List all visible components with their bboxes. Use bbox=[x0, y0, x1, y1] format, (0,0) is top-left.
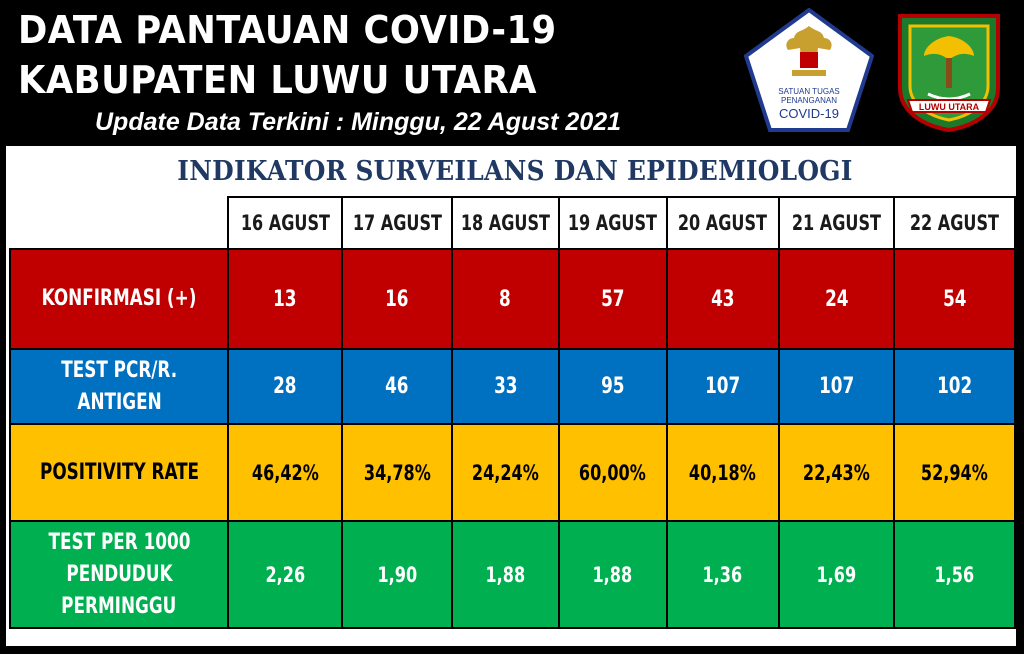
table-cell: 43 bbox=[665, 248, 780, 350]
panel-subtitle: INDIKATOR SURVEILANS DAN EPIDEMIOLOGI bbox=[177, 156, 853, 187]
satgas-line-3: COVID-19 bbox=[779, 106, 839, 121]
row-test-per-1000: TEST PER 1000 PENDUDUK PERMINGGU 2,26 1,… bbox=[8, 520, 1016, 629]
table-cell: 1,36 bbox=[665, 520, 780, 629]
table-cell: 16 bbox=[341, 248, 453, 350]
table-cell: 1,88 bbox=[450, 520, 560, 629]
satgas-line-2: PENANGANAN bbox=[781, 96, 837, 105]
row-test-pcr: TEST PCR/R. ANTIGEN 28 46 33 95 107 107 … bbox=[8, 348, 1016, 425]
row-label: KONFIRMASI (+) bbox=[8, 248, 230, 350]
column-header: 22 AGUST bbox=[893, 196, 1016, 250]
table-cell: 57 bbox=[557, 248, 668, 350]
header-row: 16 AGUST 17 AGUST 18 AGUST 19 AGUST 20 A… bbox=[10, 196, 1016, 250]
table-cell: 107 bbox=[665, 348, 780, 425]
table-cell: 22,43% bbox=[777, 423, 896, 522]
table-cell: 2,26 bbox=[227, 520, 344, 629]
row-konfirmasi: KONFIRMASI (+) 13 16 8 57 43 24 54 bbox=[8, 248, 1016, 350]
table-cell: 46,42% bbox=[227, 423, 344, 522]
column-header: 18 AGUST bbox=[450, 196, 560, 250]
column-header: 21 AGUST bbox=[777, 196, 896, 250]
row-label: TEST PCR/R. ANTIGEN bbox=[8, 348, 230, 425]
table-cell: 13 bbox=[227, 248, 344, 350]
emblem-text: LUWU UTARA bbox=[919, 102, 980, 112]
table-cell: 46 bbox=[341, 348, 453, 425]
satgas-line-1: SATUAN TUGAS bbox=[778, 87, 840, 96]
table-cell: 107 bbox=[777, 348, 896, 425]
table-cell: 1,90 bbox=[341, 520, 453, 629]
table-cell: 1,69 bbox=[777, 520, 896, 629]
surveillance-table: 16 AGUST 17 AGUST 18 AGUST 19 AGUST 20 A… bbox=[8, 196, 1016, 629]
table-cell: 60,00% bbox=[557, 423, 668, 522]
title-line-1: DATA PANTAUAN COVID-19 bbox=[18, 8, 557, 52]
header-corner bbox=[10, 197, 230, 250]
table-cell: 102 bbox=[893, 348, 1016, 425]
table-cell: 1,56 bbox=[893, 520, 1016, 629]
table-cell: 28 bbox=[227, 348, 344, 425]
column-header: 16 AGUST bbox=[227, 196, 344, 250]
table-cell: 33 bbox=[450, 348, 560, 425]
table-cell: 52,94% bbox=[893, 423, 1016, 522]
luwu-utara-emblem: LUWU UTARA bbox=[898, 14, 1000, 132]
update-date: Update Data Terkini : Minggu, 22 Agust 2… bbox=[95, 108, 622, 136]
table-cell: 54 bbox=[893, 248, 1016, 350]
row-positivity-rate: POSITIVITY RATE 46,42% 34,78% 24,24% 60,… bbox=[8, 423, 1016, 522]
satgas-covid19-logo: SATUAN TUGAS PENANGANAN COVID-19 bbox=[744, 8, 874, 132]
table-cell: 40,18% bbox=[665, 423, 780, 522]
header-banner: DATA PANTAUAN COVID-19 KABUPATEN LUWU UT… bbox=[0, 0, 1024, 142]
row-label: POSITIVITY RATE bbox=[8, 423, 230, 522]
table-cell: 8 bbox=[450, 248, 560, 350]
table-cell: 1,88 bbox=[557, 520, 668, 629]
row-label: TEST PER 1000 PENDUDUK PERMINGGU bbox=[8, 520, 230, 629]
column-header: 20 AGUST bbox=[665, 196, 780, 250]
table-cell: 34,78% bbox=[341, 423, 453, 522]
table-cell: 95 bbox=[557, 348, 668, 425]
title-line-2: KABUPATEN LUWU UTARA bbox=[18, 58, 537, 102]
table-cell: 24,24% bbox=[450, 423, 560, 522]
column-header: 19 AGUST bbox=[557, 196, 668, 250]
data-panel: INDIKATOR SURVEILANS DAN EPIDEMIOLOGI 16… bbox=[6, 146, 1016, 646]
table-cell: 24 bbox=[777, 248, 896, 350]
column-header: 17 AGUST bbox=[341, 196, 453, 250]
